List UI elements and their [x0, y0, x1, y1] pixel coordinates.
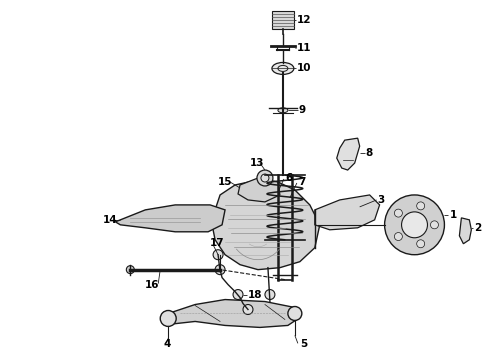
Text: 12: 12 — [297, 15, 311, 24]
Circle shape — [431, 221, 439, 229]
Text: 6: 6 — [285, 173, 292, 183]
Polygon shape — [212, 180, 320, 270]
Text: 7: 7 — [298, 177, 305, 187]
Text: 11: 11 — [297, 42, 311, 53]
Circle shape — [416, 202, 425, 210]
Circle shape — [126, 266, 134, 274]
Text: 13: 13 — [250, 158, 265, 168]
Circle shape — [215, 265, 225, 275]
Polygon shape — [238, 178, 280, 202]
Circle shape — [213, 250, 223, 260]
Circle shape — [160, 310, 176, 327]
Text: 14: 14 — [102, 215, 117, 225]
Circle shape — [265, 289, 275, 300]
Text: 1: 1 — [449, 210, 457, 220]
Circle shape — [233, 289, 243, 300]
Circle shape — [385, 195, 444, 255]
Text: 2: 2 — [474, 223, 482, 233]
Ellipse shape — [278, 108, 288, 113]
Text: 5: 5 — [300, 339, 307, 349]
Polygon shape — [115, 205, 225, 232]
FancyBboxPatch shape — [272, 11, 294, 28]
Polygon shape — [162, 300, 300, 328]
Text: 15: 15 — [218, 177, 233, 187]
Text: 9: 9 — [299, 105, 306, 115]
Circle shape — [394, 209, 402, 217]
Ellipse shape — [272, 62, 294, 75]
Text: 8: 8 — [366, 148, 373, 158]
Polygon shape — [337, 138, 360, 170]
Circle shape — [416, 240, 425, 248]
Text: 18: 18 — [248, 289, 263, 300]
Text: 4: 4 — [163, 339, 171, 349]
Polygon shape — [315, 195, 380, 230]
Circle shape — [394, 233, 402, 240]
Text: 16: 16 — [145, 280, 160, 289]
Polygon shape — [460, 218, 471, 244]
Circle shape — [261, 174, 269, 182]
Circle shape — [401, 212, 427, 238]
Ellipse shape — [278, 66, 288, 71]
Text: 10: 10 — [297, 63, 311, 73]
Circle shape — [288, 306, 302, 320]
Circle shape — [257, 170, 273, 186]
Text: 17: 17 — [210, 238, 225, 248]
Circle shape — [243, 305, 253, 315]
Text: 3: 3 — [378, 195, 385, 205]
